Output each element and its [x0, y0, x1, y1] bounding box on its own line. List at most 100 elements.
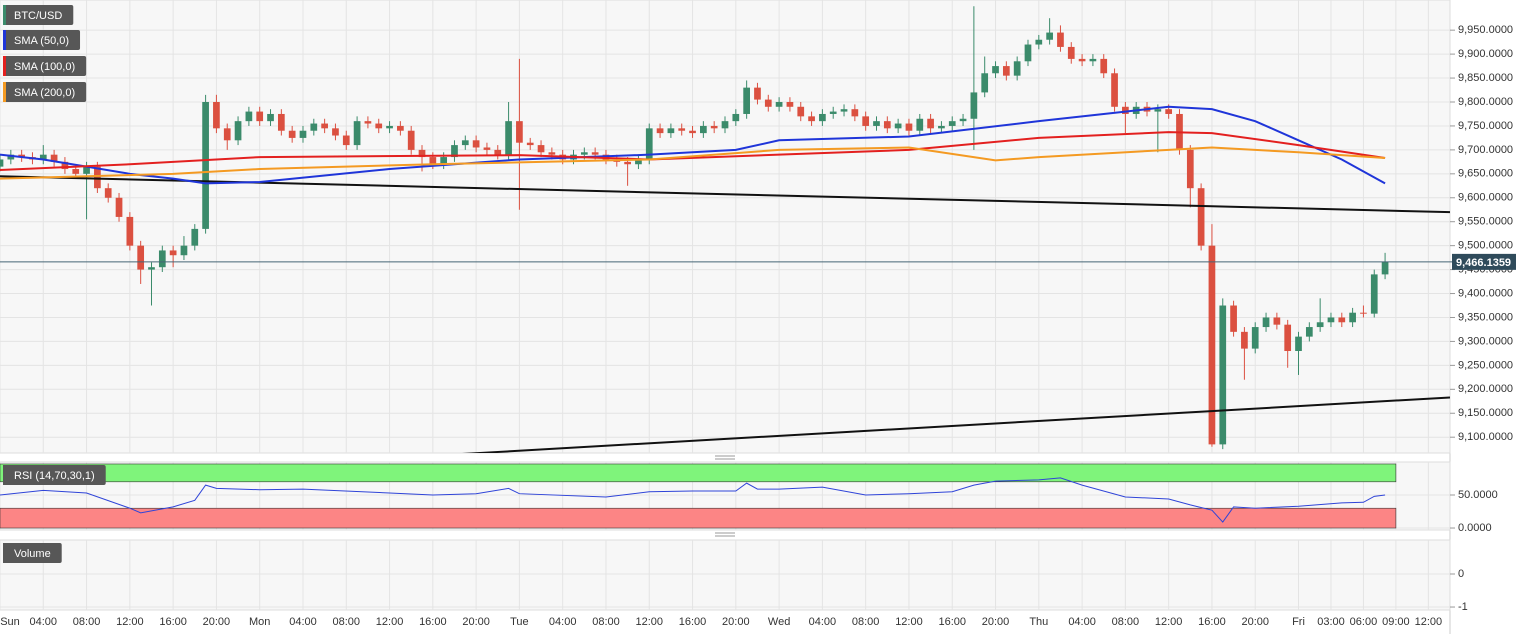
panel-handle[interactable] — [715, 455, 735, 460]
plot-background — [0, 539, 1451, 611]
candle-body — [1208, 245, 1216, 445]
y-tick-label: -1 — [1458, 601, 1468, 613]
last-price-box — [1452, 253, 1516, 270]
x-tick-label: 20:00 — [462, 616, 490, 628]
candle-body — [678, 128, 686, 131]
legend-label: SMA (200,0) — [14, 87, 75, 99]
x-tick-label: 16:00 — [159, 616, 187, 628]
legend-entry: Volume — [3, 543, 62, 563]
candle-body — [526, 142, 534, 146]
candle-body — [451, 145, 458, 158]
x-tick-label: Wed — [768, 616, 790, 628]
candle-body — [700, 125, 707, 134]
candle-body — [461, 140, 469, 146]
candle-body — [223, 128, 231, 141]
x-tick-label: Thu — [1029, 616, 1048, 628]
candle-body — [299, 130, 307, 138]
candle-body — [819, 113, 826, 122]
candle-body — [483, 147, 491, 150]
legend-entry: SMA (50,0) — [3, 30, 81, 50]
candle-body — [1024, 44, 1032, 62]
candle-body — [213, 101, 220, 129]
x-tick-label: 12:00 — [895, 616, 923, 628]
legend-swatch — [3, 543, 6, 563]
candle-body — [1057, 32, 1064, 47]
candle-body — [7, 154, 15, 160]
candle-body — [981, 73, 989, 93]
candle-body — [516, 121, 523, 143]
candle-body — [1035, 39, 1043, 45]
x-tick-label: 12:00 — [1415, 616, 1443, 628]
band — [0, 507, 1397, 529]
band — [0, 463, 1397, 483]
x-tick-label: 04:00 — [809, 616, 837, 628]
candle-body — [1165, 109, 1173, 114]
candle-body — [829, 111, 837, 114]
candle-body — [158, 250, 166, 268]
candle-body — [1349, 312, 1356, 323]
candle-body — [873, 121, 880, 126]
candle-body — [202, 101, 209, 229]
y-tick-label: 9,100.0000 — [1458, 431, 1513, 443]
candle-body — [310, 123, 318, 131]
x-tick-label: 16:00 — [419, 616, 447, 628]
x-tick-label: 20:00 — [722, 616, 750, 628]
legend-box — [3, 543, 62, 563]
candle-body — [407, 130, 415, 150]
candle-body — [635, 159, 642, 165]
y-tick-label: 9,850.0000 — [1458, 72, 1513, 84]
plot — [0, 462, 1450, 530]
plot — [0, 0, 1450, 453]
legend-box — [3, 56, 87, 76]
x-tick-label: Sun — [0, 616, 20, 628]
rsi-line — [0, 477, 1386, 523]
candle-body — [710, 125, 718, 129]
x-tick-label: 16:00 — [679, 616, 707, 628]
candle-body — [418, 149, 426, 158]
candle-body — [894, 123, 902, 129]
candle-body — [39, 154, 47, 160]
candle-body — [862, 116, 870, 126]
y-tick-label: 9,750.0000 — [1458, 120, 1513, 132]
candle-body — [148, 267, 155, 270]
candle-body — [1316, 322, 1324, 328]
x-tick-label: 20:00 — [1241, 616, 1269, 628]
candle-body — [840, 109, 848, 112]
candle-body — [1381, 261, 1389, 275]
sma-line — [0, 131, 1386, 171]
candle-body — [808, 116, 815, 122]
candle-body — [775, 101, 783, 107]
x-tick-label: Fri — [1292, 616, 1305, 628]
panel-handle[interactable] — [715, 532, 735, 537]
x-tick-label: 12:00 — [1155, 616, 1183, 628]
x-tick-label: 08:00 — [592, 616, 620, 628]
candle-body — [440, 157, 448, 165]
y-tick-label: 9,900.0000 — [1458, 48, 1513, 60]
candle-body — [1295, 336, 1302, 352]
candle-body — [72, 169, 80, 174]
candle-body — [721, 121, 729, 129]
plot-background — [0, 0, 1451, 454]
candle-body — [429, 157, 437, 165]
candle-body — [234, 121, 242, 141]
y-tick-label: 9,950.0000 — [1458, 24, 1513, 36]
candle-body — [277, 113, 285, 131]
candle-body — [505, 121, 512, 155]
candle-body — [191, 228, 199, 246]
candle-body — [332, 128, 339, 136]
candle-body — [667, 128, 675, 134]
x-tick-label: 08:00 — [852, 616, 880, 628]
legend-swatch — [3, 30, 6, 50]
candle-body — [115, 197, 123, 217]
y-tick-label: 9,500.0000 — [1458, 240, 1513, 252]
candle-body — [364, 121, 372, 124]
candle-body — [137, 245, 145, 270]
candle-body — [61, 161, 69, 170]
candle-body — [580, 152, 588, 155]
candle-body — [245, 111, 253, 122]
legend-label: RSI (14,70,30,1) — [14, 470, 95, 482]
x-tick-label: 04:00 — [30, 616, 58, 628]
legend-swatch — [3, 56, 6, 76]
candle-body — [1002, 66, 1010, 76]
x-tick-label: 20:00 — [982, 616, 1010, 628]
